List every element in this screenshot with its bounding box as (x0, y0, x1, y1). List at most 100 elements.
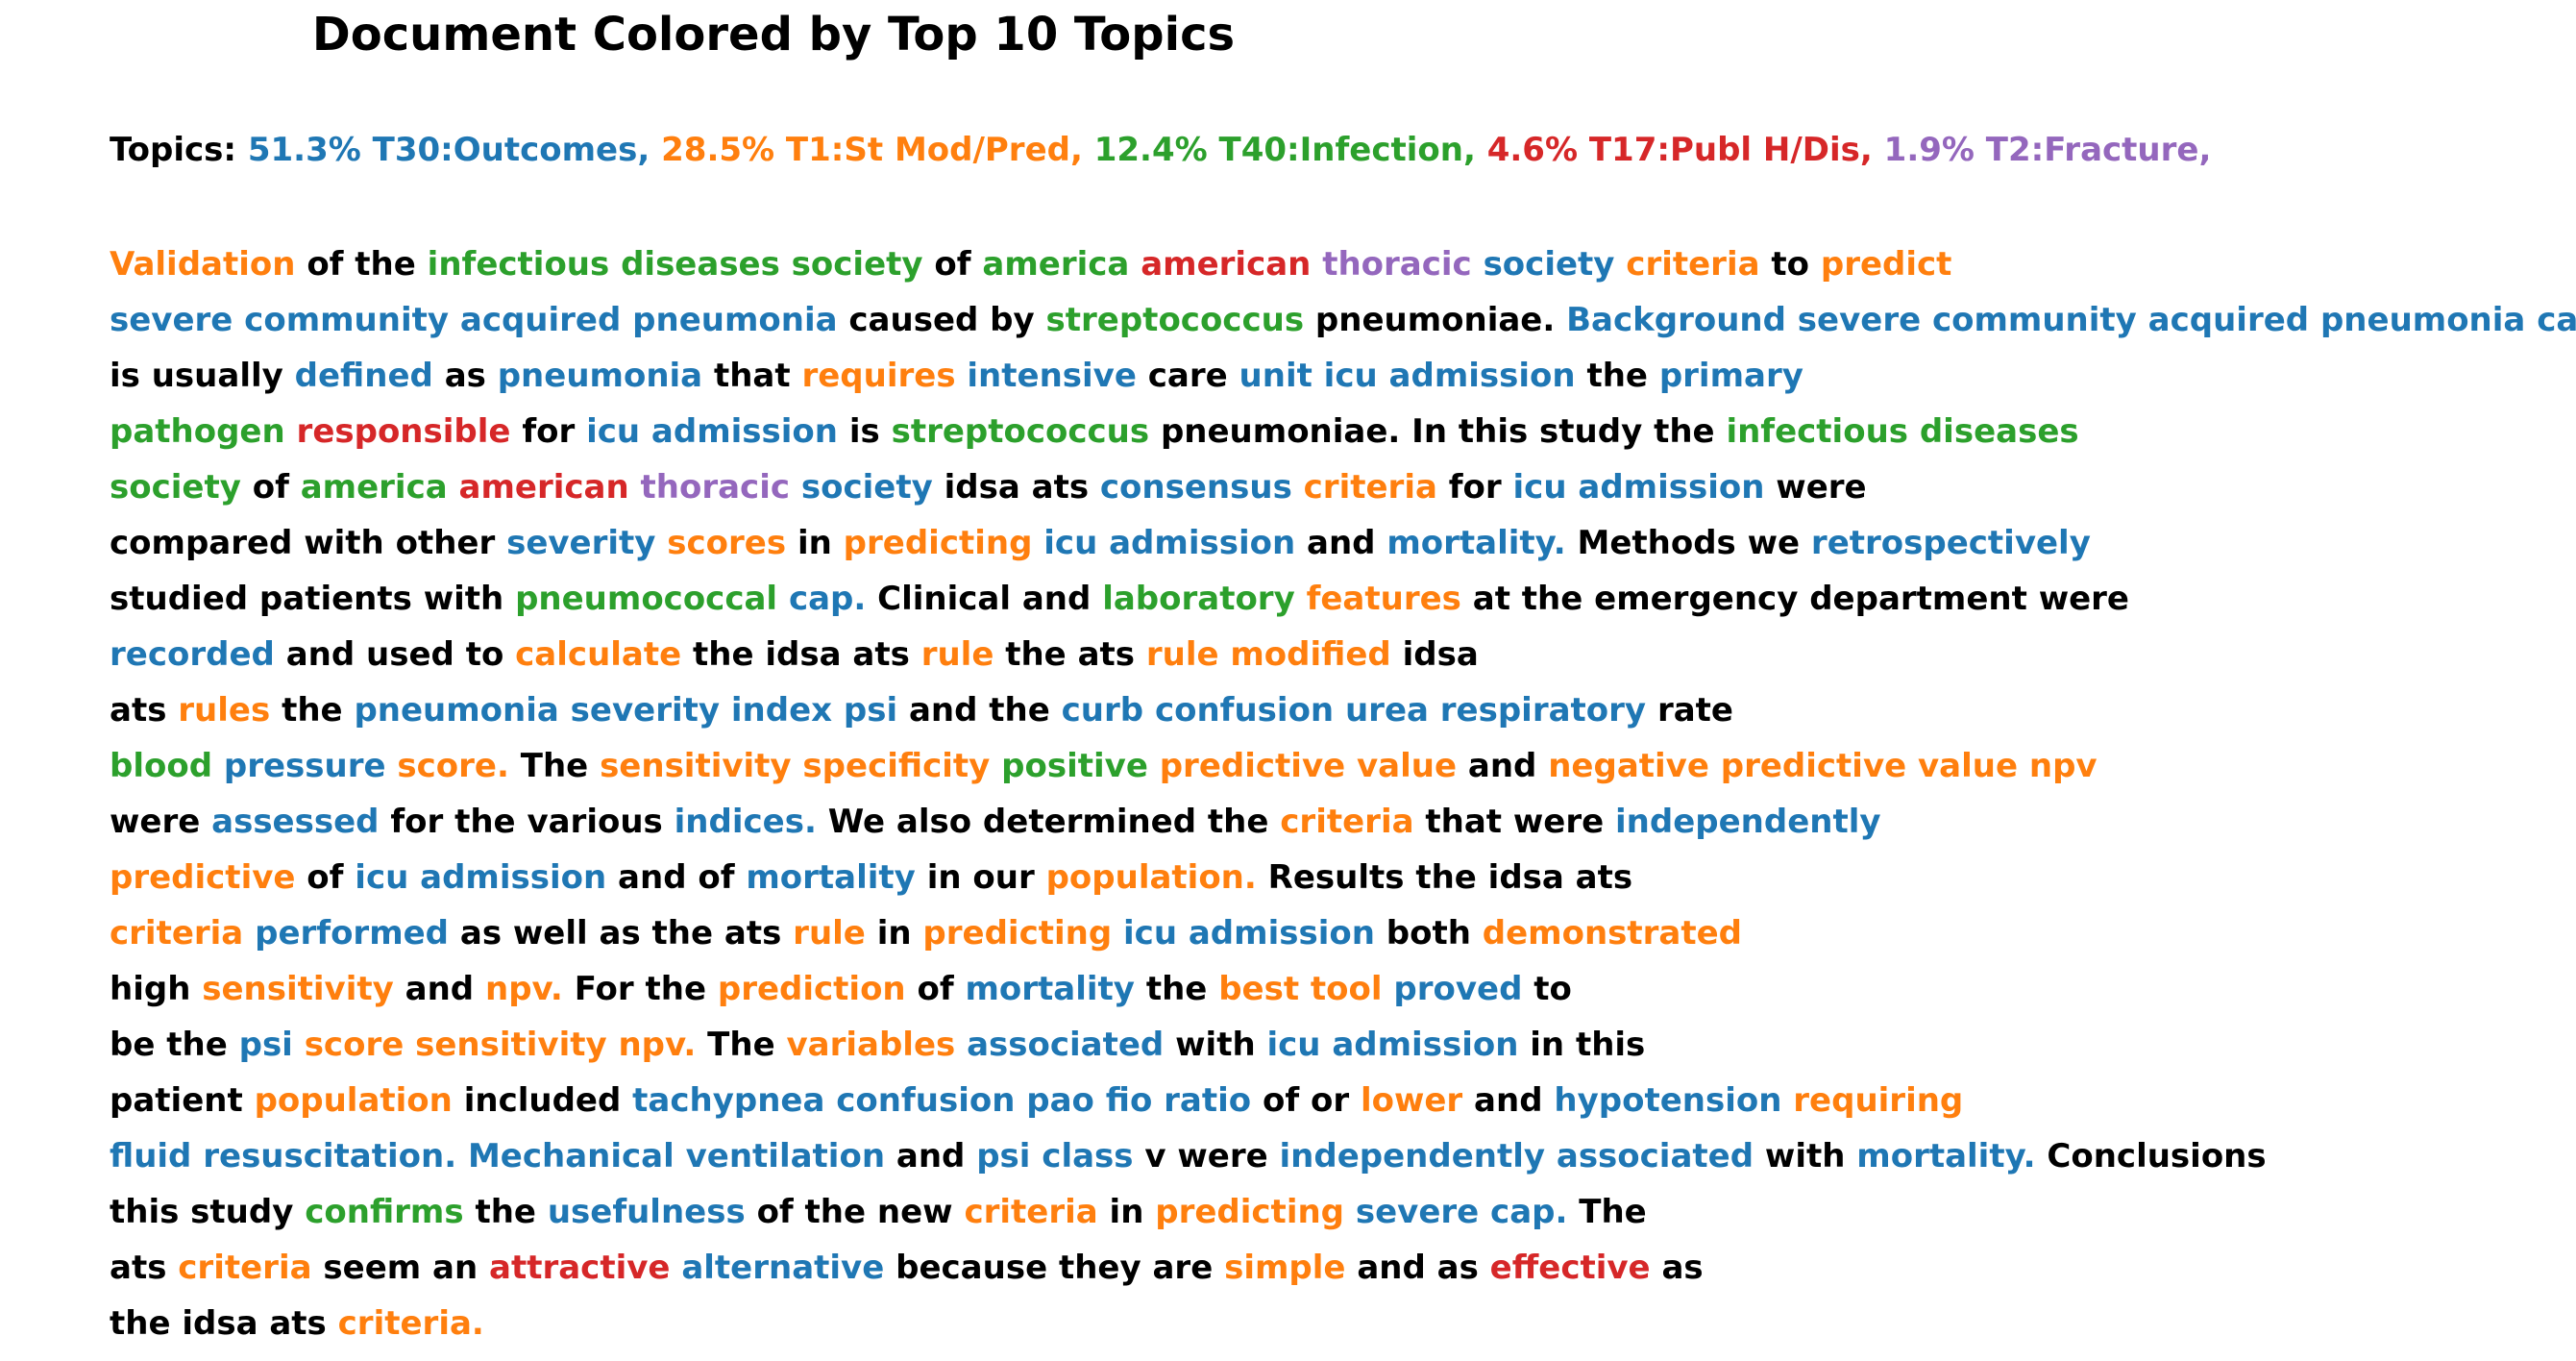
document-line: compared with other severity scores in p… (110, 515, 2576, 571)
plain-text: as (444, 357, 486, 395)
plain-text: v were (1144, 1137, 1268, 1175)
topic-word-t1: npv. (484, 970, 563, 1008)
topic-word-t40: positive (1001, 747, 1148, 785)
topic-word-t30: proved (1393, 970, 1523, 1008)
colored-document: Validation of the infectious diseases so… (110, 236, 2576, 1351)
plain-text: this study (110, 1193, 294, 1231)
plain-text: Methods we (1577, 524, 1801, 562)
topic-word-t1: criteria (178, 1249, 312, 1287)
plain-text: rate (1656, 691, 1733, 730)
topic-word-t1: rule (793, 914, 866, 953)
plain-text: ats (110, 691, 167, 730)
topic-word-t1: score sensitivity npv. (304, 1026, 697, 1064)
plain-text: that (713, 357, 791, 395)
plain-text: seem an (323, 1249, 478, 1287)
topic-word-t40: infectious diseases (1726, 412, 2079, 451)
topic-word-t30: icu admission (586, 412, 838, 451)
plain-text: We also determined the (827, 803, 1269, 841)
topic-word-t30: tachypnea confusion pao fio ratio (632, 1081, 1252, 1120)
plain-text: for the various (390, 803, 663, 841)
topic-word-t2: thoracic (1322, 245, 1472, 284)
plain-text: studied patients with (110, 580, 504, 618)
topic-word-t30: hypotension (1554, 1081, 1782, 1120)
topic-word-t1: predicting (843, 524, 1033, 562)
plain-text: Clinical and (877, 580, 1092, 618)
plain-text: idsa ats (944, 468, 1090, 507)
plain-text: the (1145, 970, 1208, 1008)
document-line: severe community acquired pneumonia caus… (110, 292, 2576, 348)
topic-word-t30: mortality (965, 970, 1135, 1008)
topic-word-t1: predicting (922, 914, 1113, 953)
topic-word-t30: psi (238, 1026, 293, 1064)
plain-text: idsa (1402, 635, 1479, 674)
topic-word-t40: streptococcus (1045, 301, 1305, 339)
topic-word-t30: consensus (1099, 468, 1292, 507)
topic-word-t1: best tool (1218, 970, 1383, 1008)
plain-text: the idsa ats (693, 635, 910, 674)
plain-text: The (707, 1026, 775, 1064)
topic-word-t30: icu admission (355, 858, 607, 897)
plain-text: in our (926, 858, 1035, 897)
topic-word-t30: primary (1658, 357, 1803, 395)
topic-word-t40: pathogen (110, 412, 285, 451)
topic-entry: 4.6% T17:Publ H/Dis, (1486, 131, 1873, 169)
plain-text: and of (618, 858, 735, 897)
plain-text: ats (110, 1249, 167, 1287)
topic-word-t40: society (110, 468, 241, 507)
topic-word-t30: retrospectively (1810, 524, 2091, 562)
topic-word-t1: rule (920, 635, 994, 674)
plain-text: and (895, 1137, 966, 1175)
topic-word-t30: severity (506, 524, 656, 562)
topic-word-t1: rules (178, 691, 271, 730)
topic-word-t30: icu admission (1266, 1026, 1519, 1064)
plain-text: care (1147, 357, 1228, 395)
topic-word-t1: requires (801, 357, 956, 395)
plain-text: to (1771, 245, 1810, 284)
topic-word-t30: intensive (967, 357, 1137, 395)
topic-word-t30: pneumonia severity index psi (354, 691, 898, 730)
topic-word-t30: fluid resuscitation. Mechanical ventilat… (110, 1137, 886, 1175)
plain-text: of (934, 245, 971, 284)
plain-text: is usually (110, 357, 283, 395)
topic-word-t30: defined (294, 357, 433, 395)
plain-text: compared with other (110, 524, 496, 562)
plain-text: and (1474, 1081, 1543, 1120)
plain-text: patient (110, 1081, 243, 1120)
plain-text: and (405, 970, 475, 1008)
plain-text: and as (1357, 1249, 1479, 1287)
document-line: the idsa ats criteria. (110, 1296, 2576, 1351)
document-line: be the psi score sensitivity npv. The va… (110, 1017, 2576, 1073)
plain-text: and (1467, 747, 1537, 785)
plain-text: because they are (895, 1249, 1214, 1287)
topics-legend: Topics: 51.3% T30:Outcomes, 28.5% T1:St … (110, 128, 2211, 172)
topic-word-t1: criteria (1280, 803, 1414, 841)
topic-word-t1: rule modified (1145, 635, 1391, 674)
document-line: high sensitivity and npv. For the predic… (110, 961, 2576, 1017)
document-line: Validation of the infectious diseases so… (110, 236, 2576, 292)
topic-word-t1: criteria. (337, 1304, 484, 1343)
plain-text: the idsa ats (110, 1304, 327, 1343)
topic-word-t1: negative predictive value npv (1548, 747, 2098, 785)
topic-word-t30: assessed (211, 803, 380, 841)
topic-word-t1: predictive (110, 858, 296, 897)
topic-word-t1: criteria (110, 914, 244, 953)
plain-text: the (282, 691, 343, 730)
plain-text: for (522, 412, 576, 451)
topic-word-t30: pneumonia (497, 357, 703, 395)
plain-text: included (463, 1081, 622, 1120)
plain-text: in (1109, 1193, 1144, 1231)
topic-word-t40: america (300, 468, 448, 507)
plain-text: with (1764, 1137, 1846, 1175)
topic-word-t1: criteria (964, 1193, 1098, 1231)
topic-word-t30: mortality (746, 858, 916, 897)
topic-word-t2: thoracic (640, 468, 791, 507)
plain-text: Results the idsa ats (1267, 858, 1633, 897)
topic-word-t1: sensitivity (202, 970, 394, 1008)
plain-text: of (917, 970, 954, 1008)
topic-word-t40: laboratory (1102, 580, 1295, 618)
topic-word-t1: Validation (110, 245, 296, 284)
topic-word-t1: prediction (717, 970, 906, 1008)
topic-word-t30: Background severe community acquired pne… (1566, 301, 2576, 339)
plain-text: For the (574, 970, 707, 1008)
topic-word-t30: usefulness (547, 1193, 746, 1231)
